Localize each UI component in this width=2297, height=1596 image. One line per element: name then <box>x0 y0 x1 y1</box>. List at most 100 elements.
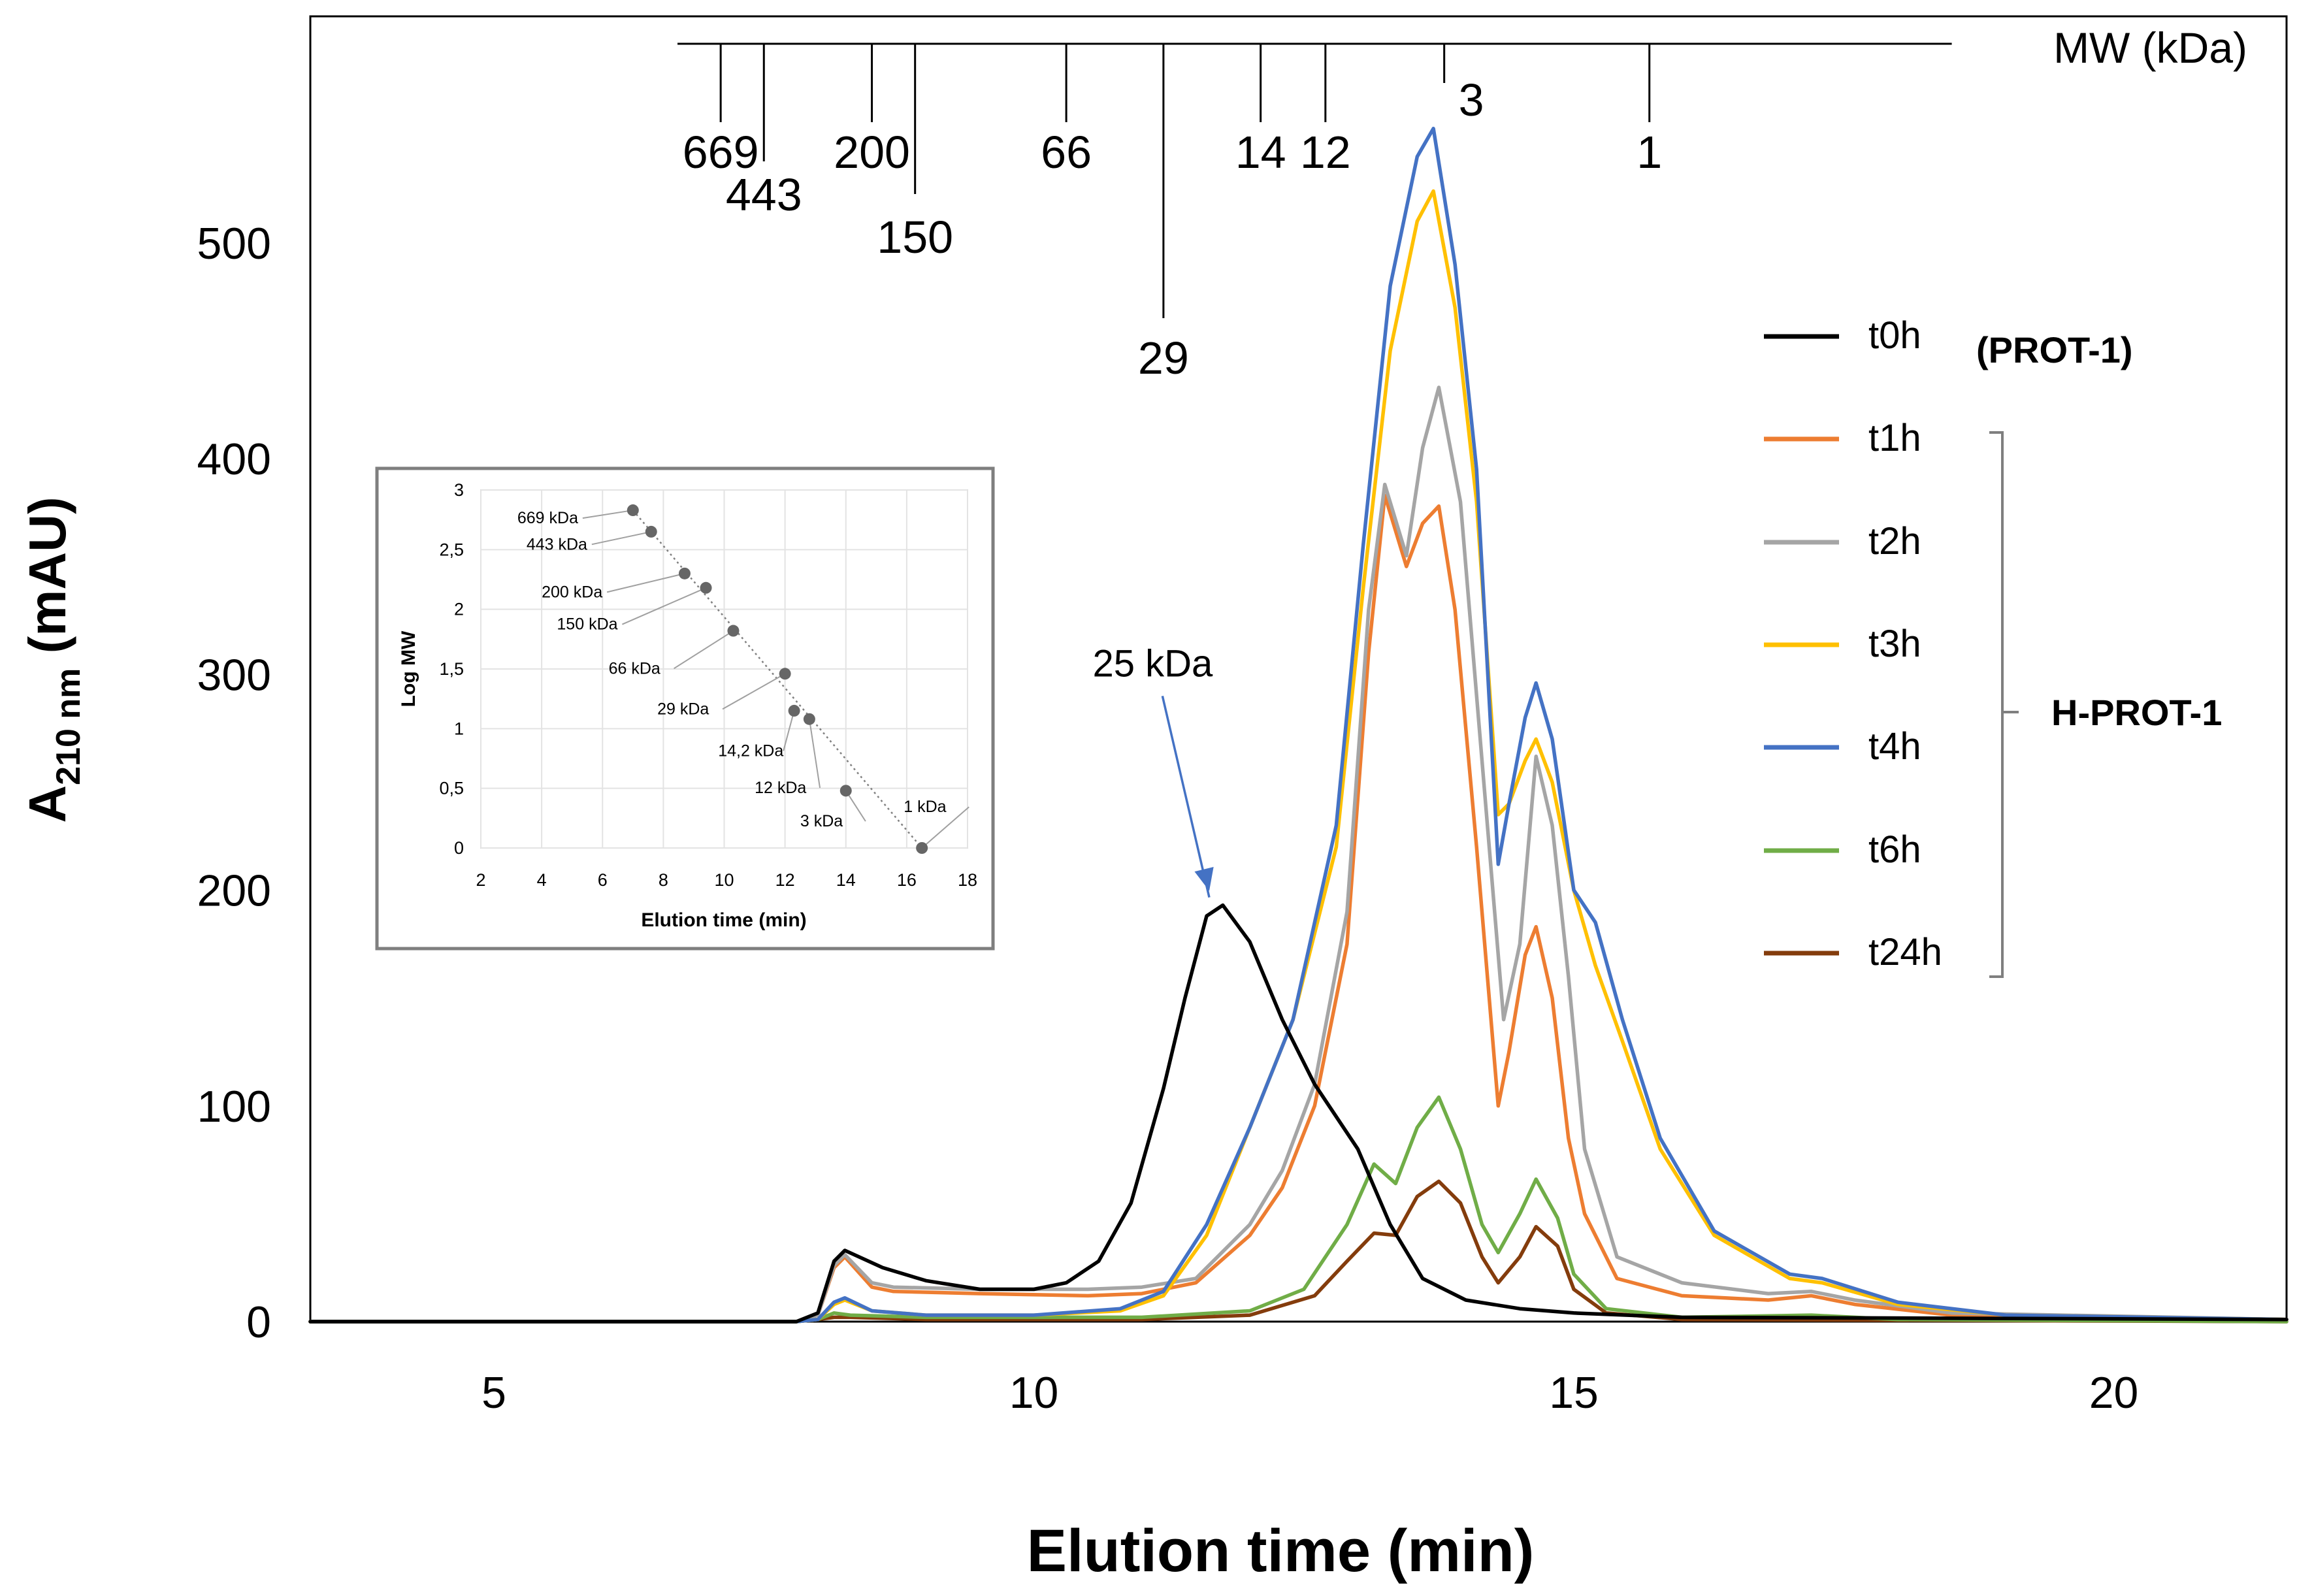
inset-point-label: 1 kDa <box>904 798 946 816</box>
series-line-t6h <box>308 1095 2289 1324</box>
inset-point <box>700 581 712 594</box>
inset-leader-line <box>845 790 866 822</box>
inset-x-tick-label: 4 <box>537 870 547 890</box>
inset-frame <box>375 466 995 951</box>
inset-y-tick-label: 1,5 <box>439 659 464 679</box>
legend-label-t0h: t0h <box>1868 314 1921 357</box>
mw-tick-label: 443 <box>726 169 802 220</box>
legend-label-t6h: t6h <box>1868 828 1921 871</box>
mw-scale-label: MW (kDa) <box>2053 24 2247 72</box>
y-tick-label: 0 <box>246 1297 271 1347</box>
inset-y-tick-label: 0,5 <box>439 779 464 798</box>
inset-x-tick-label: 10 <box>714 870 734 890</box>
inset-point <box>839 785 852 797</box>
y-tick-label: 400 <box>197 434 271 484</box>
inset-x-tick-label: 14 <box>836 870 856 890</box>
inset-leader-line <box>921 806 969 849</box>
mw-tick-label: 150 <box>877 212 953 263</box>
y-axis: 0 100 200 300 400 500 <box>197 219 271 1347</box>
inset-point <box>727 625 740 637</box>
mw-tick-label: 1 <box>1637 127 1662 178</box>
inset-grid <box>480 489 968 849</box>
mw-tick-label: 669 <box>683 127 759 178</box>
inset-y-tick-label: 1 <box>454 719 464 738</box>
inset-point <box>916 842 928 854</box>
inset-point <box>779 668 791 680</box>
mw-tick-label: 29 <box>1138 333 1189 383</box>
inset-leader-line <box>808 719 821 789</box>
inset-y-tick-label: 3 <box>454 480 464 500</box>
inset-y-tick-label: 2 <box>454 600 464 619</box>
inset-y-tick-label: 2,5 <box>439 540 464 559</box>
inset-point-label: 14,2 kDa <box>718 741 783 760</box>
y-tick-label: 500 <box>197 219 271 269</box>
peak-annotation: 25 kDa <box>1092 642 1214 898</box>
inset-x-tick-label: 16 <box>897 870 917 890</box>
inset-point-label: 29 kDa <box>657 700 709 718</box>
series-group <box>308 126 2289 1324</box>
x-tick-label: 15 <box>1549 1368 1599 1418</box>
x-tick-label: 10 <box>1009 1368 1059 1418</box>
mw-tick-label: 3 <box>1459 74 1484 125</box>
mw-tick-label: 14 <box>1235 127 1286 178</box>
plot-frame <box>309 15 2288 1323</box>
series-line-t0h <box>308 903 2289 1324</box>
annotation-label: 25 kDa <box>1092 642 1213 685</box>
inset-x-tick-label: 12 <box>775 870 795 890</box>
annotation-arrow <box>1161 695 1211 898</box>
inset-point <box>788 704 800 717</box>
series-line-t4h <box>308 126 2289 1324</box>
mw-tick-label: 12 <box>1300 127 1351 178</box>
x-tick-label: 5 <box>481 1368 506 1418</box>
x-tick-label: 20 <box>2089 1368 2139 1418</box>
inset-point-label: 3 kDa <box>800 812 843 830</box>
inset-point-label: 443 kDa <box>527 535 587 553</box>
inset-points: 669 kDa 443 kDa 200 kDa 150 kDa 66 kDa 29 kDa… <box>517 504 969 854</box>
y-tick-label: 100 <box>197 1082 271 1132</box>
series-line-t2h <box>308 385 2289 1324</box>
legend-label-t2h: t2h <box>1868 520 1921 562</box>
inset-point-label: 200 kDa <box>542 583 602 601</box>
inset-point <box>803 713 815 725</box>
x-axis-label: Elution time (min) <box>1027 1518 1535 1584</box>
inset-y-tick-label: 0 <box>454 838 464 858</box>
inset-y-axis-label: Log MW <box>398 630 419 707</box>
inset-leader-line <box>591 530 651 546</box>
inset-x-axis-label: Elution time (min) <box>641 909 806 931</box>
inset-point <box>627 504 639 517</box>
legend-group-prot1: (PROT-1) <box>1976 329 2133 370</box>
inset-x-tick-label: 6 <box>598 870 608 890</box>
legend-label-t1h: t1h <box>1868 417 1921 459</box>
inset-point-label: 150 kDa <box>557 615 617 634</box>
legend-label-t4h: t4h <box>1868 725 1921 768</box>
y-tick-label: 200 <box>197 866 271 916</box>
inset-point-label: 669 kDa <box>517 509 578 527</box>
annotation-arrowhead <box>1194 867 1214 891</box>
inset-point-label: 12 kDa <box>755 779 806 797</box>
inset-leader-line <box>722 673 786 710</box>
inset-x-tick-label: 8 <box>659 870 668 890</box>
inset-calibration-chart: 2 4 6 8 10 12 14 16 18 0 0,5 1 1,5 2 2,5 3 669 kDa 443 k… <box>375 466 995 951</box>
series-line-t24h <box>308 1179 2289 1324</box>
inset-leader-line <box>582 510 633 519</box>
inset-point <box>678 567 691 579</box>
legend-group-hprot1: H-PROT-1 <box>2051 692 2222 733</box>
inset-trendline <box>632 510 923 849</box>
series-line-t1h <box>308 493 2289 1324</box>
x-axis: 5 10 15 20 <box>481 1368 2138 1418</box>
legend-label-t24h: t24h <box>1868 931 1942 973</box>
legend-group-bracket <box>1989 431 2019 978</box>
inset-leader-line <box>783 710 795 751</box>
legend-label-t3h: t3h <box>1868 623 1921 665</box>
inset-x-tick-label: 2 <box>476 870 485 890</box>
inset-leader-line <box>674 630 734 670</box>
inset-point <box>645 525 657 538</box>
inset-axes: 2 4 6 8 10 12 14 16 18 0 0,5 1 1,5 2 2,5 3 <box>439 480 977 890</box>
y-axis-label: A210 nm (mAU) <box>18 497 88 822</box>
y-tick-label: 300 <box>197 650 271 700</box>
inset-x-tick-label: 18 <box>958 870 977 890</box>
inset-point-label: 66 kDa <box>609 659 660 677</box>
